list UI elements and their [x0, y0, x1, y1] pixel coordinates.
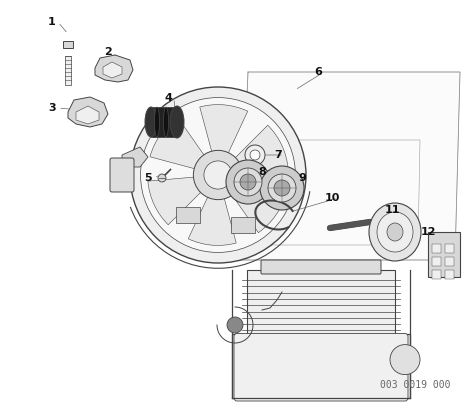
- Circle shape: [226, 160, 270, 204]
- Text: 003 0019 000: 003 0019 000: [380, 380, 450, 390]
- FancyBboxPatch shape: [234, 334, 408, 401]
- Text: 7: 7: [274, 150, 282, 160]
- Ellipse shape: [170, 106, 184, 138]
- FancyBboxPatch shape: [261, 260, 381, 274]
- FancyBboxPatch shape: [445, 270, 454, 279]
- Polygon shape: [103, 62, 122, 78]
- Ellipse shape: [155, 107, 159, 137]
- FancyBboxPatch shape: [445, 244, 454, 253]
- Circle shape: [141, 98, 295, 252]
- Ellipse shape: [164, 107, 168, 137]
- Ellipse shape: [173, 107, 177, 137]
- FancyBboxPatch shape: [432, 244, 441, 253]
- Ellipse shape: [387, 223, 403, 241]
- Ellipse shape: [377, 212, 413, 252]
- Text: 12: 12: [420, 227, 436, 237]
- Circle shape: [240, 174, 256, 190]
- Circle shape: [268, 174, 296, 202]
- Circle shape: [227, 317, 243, 333]
- Text: 8: 8: [258, 167, 266, 177]
- Wedge shape: [150, 117, 218, 175]
- Circle shape: [158, 174, 166, 182]
- Polygon shape: [68, 97, 108, 127]
- Polygon shape: [151, 107, 177, 137]
- Ellipse shape: [369, 203, 421, 261]
- Polygon shape: [231, 217, 255, 233]
- Wedge shape: [188, 175, 236, 245]
- Text: 1: 1: [48, 17, 56, 27]
- Polygon shape: [240, 72, 460, 260]
- Text: 2: 2: [104, 47, 112, 57]
- Ellipse shape: [145, 107, 157, 137]
- FancyBboxPatch shape: [63, 41, 73, 48]
- Circle shape: [130, 87, 306, 263]
- Wedge shape: [218, 125, 288, 175]
- Text: 3: 3: [48, 103, 56, 113]
- Circle shape: [260, 166, 304, 210]
- Text: 4: 4: [164, 93, 172, 103]
- Polygon shape: [95, 55, 133, 82]
- Text: 11: 11: [384, 205, 400, 215]
- Polygon shape: [122, 147, 148, 167]
- Text: 6: 6: [314, 67, 322, 77]
- Polygon shape: [176, 207, 200, 223]
- FancyBboxPatch shape: [432, 257, 441, 266]
- FancyBboxPatch shape: [232, 334, 410, 398]
- Circle shape: [390, 345, 420, 374]
- FancyBboxPatch shape: [428, 232, 460, 277]
- FancyBboxPatch shape: [247, 270, 395, 337]
- Circle shape: [274, 180, 290, 196]
- Circle shape: [250, 150, 260, 160]
- Text: 10: 10: [324, 193, 340, 203]
- Circle shape: [234, 168, 262, 196]
- Text: 5: 5: [144, 173, 152, 183]
- FancyBboxPatch shape: [445, 257, 454, 266]
- Circle shape: [245, 145, 265, 165]
- FancyBboxPatch shape: [65, 56, 71, 85]
- Wedge shape: [148, 175, 218, 225]
- Circle shape: [204, 161, 232, 189]
- Polygon shape: [76, 106, 99, 124]
- Wedge shape: [200, 105, 248, 175]
- Circle shape: [193, 150, 243, 200]
- FancyBboxPatch shape: [432, 270, 441, 279]
- Wedge shape: [218, 175, 286, 233]
- FancyBboxPatch shape: [110, 158, 134, 192]
- Text: 9: 9: [298, 173, 306, 183]
